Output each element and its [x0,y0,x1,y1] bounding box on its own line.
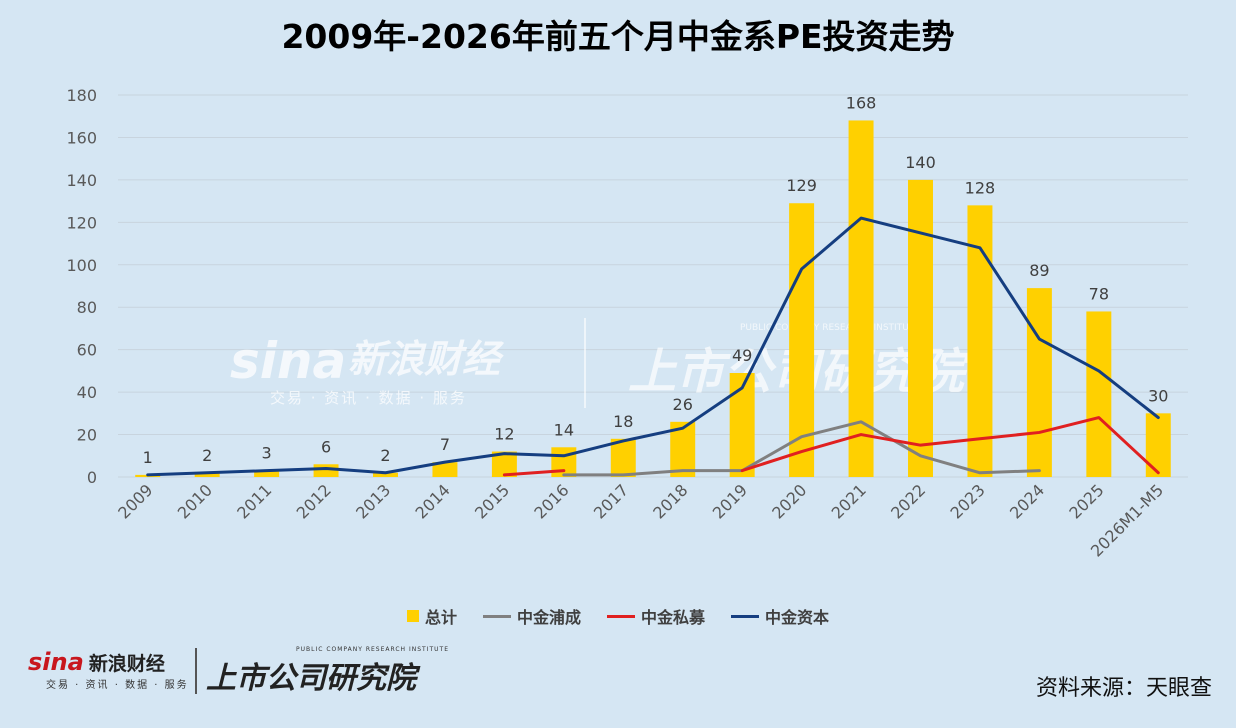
y-tick-label: 180 [66,86,97,105]
footer-sina-sub: 交易 · 资讯 · 数据 · 服务 [46,680,189,691]
legend-label-total: 总计 [424,608,457,627]
data-label-total: 128 [965,178,996,197]
x-tick-label: 2020 [768,480,810,522]
legend-swatch-total [406,610,419,622]
y-tick-label: 40 [77,383,97,402]
data-label-total: 78 [1089,284,1109,303]
x-tick-label: 2016 [530,480,572,522]
data-label-total: 6 [321,437,331,456]
x-tick-label: 2023 [947,480,989,522]
bar-total-2023 [967,205,993,477]
footer-research-en: PUBLIC COMPANY RESEARCH INSTITUTE [296,646,449,653]
bar-total-2022 [908,179,933,477]
x-tick-label: 2024 [1006,480,1048,522]
x-tick-label: 2014 [412,480,454,522]
y-tick-label: 140 [66,171,97,190]
bar-total-2019 [729,373,755,477]
data-label-total: 3 [262,444,272,463]
x-tick-label: 2022 [887,480,929,522]
x-tick-label: 2019 [709,480,751,522]
y-tick-label: 100 [66,256,97,275]
legend-swatch-ziben [731,614,760,618]
legend-swatch-simu [607,614,635,618]
x-tick-label: 2010 [174,480,216,522]
x-tick-label: 2025 [1065,480,1107,522]
x-tick-label: 2015 [471,480,513,522]
line-simu [502,469,566,477]
legend-item-ziben: 中金资本 [731,604,829,628]
legend-item-pucheng: 中金浦成 [482,604,581,628]
footer-sina-cn: 新浪财经 [88,653,165,675]
data-label-total: 89 [1029,261,1049,280]
line-pucheng [562,420,1041,477]
watermark-sina: sina [230,332,346,390]
x-tick-label: 2013 [352,480,394,522]
x-tick-label: 2011 [233,480,275,522]
data-label-total: 2 [202,446,212,465]
data-label-total: 26 [673,395,693,414]
data-label-total: 7 [440,435,450,454]
source-note: 资料来源：天眼查 [1035,676,1212,701]
watermark-research-en: PUBLIC COMPANY RESEARCH INSTITUTE [740,323,920,333]
legend-label-pucheng: 中金浦成 [516,608,581,627]
line-ziben [146,216,1160,477]
x-tick-label: 2018 [649,480,691,522]
footer-divider [195,648,197,694]
data-label-total: 49 [732,346,752,365]
footer-research-logo: PUBLIC COMPANY RESEARCH INSTITUTE 上市公司研究… [206,646,449,697]
data-label-total: 129 [786,176,817,195]
bar-total-2017 [610,438,636,477]
data-label-total: 12 [494,425,514,444]
x-tick-label: 2017 [590,480,632,522]
bars [135,120,1171,477]
bar-total-2026M1-M5 [1145,413,1171,477]
legend-label-ziben: 中金资本 [765,608,830,627]
bar-total-2020 [789,203,815,477]
x-tick-label: 2021 [828,480,870,522]
bar-total-2014 [432,462,458,477]
x-axis: 2009 2010 2011 2012 2013 2014 2015 2016 2017 2018… [114,480,1167,560]
bar-total-2025 [1086,311,1112,477]
y-tick-label: 120 [66,213,97,232]
y-tick-label: 0 [87,468,97,487]
bar-total-2024 [1026,288,1052,477]
data-label-total: 168 [846,93,877,112]
bar-total-2021 [848,120,874,477]
line-simu [740,416,1160,475]
data-label-total: 30 [1148,386,1168,405]
chart-title: 2009年-2026年前五个月中金系PE投资走势 [281,17,955,56]
data-label-total: 2 [380,446,390,465]
data-label-total: 140 [905,153,936,172]
y-tick-label: 60 [77,341,97,360]
series-lines [146,216,1160,477]
y-tick-label: 20 [77,426,97,445]
data-label-total: 18 [613,412,633,431]
y-tick-label: 80 [77,298,97,317]
footer-sina-mark: sina [28,648,84,676]
footer-research: 上市公司研究院 [206,661,416,696]
legend: 总计 中金浦成 中金私募 中金资本 [0,604,1236,628]
y-axis: 0 20 40 60 80 100 120 140 160 180 [66,86,97,487]
legend-item-simu: 中金私募 [607,604,705,628]
x-tick-label: 2009 [114,480,156,522]
legend-item-total: 总计 [406,604,457,628]
bar-total-2013 [373,472,398,477]
watermark-sina-cn: 新浪财经 [348,337,505,381]
footer-sina-logo: sina 新浪财经 交易 · 资讯 · 数据 · 服务 [28,648,189,691]
x-tick-label: 2012 [293,480,335,522]
y-tick-label: 160 [66,128,97,147]
legend-label-simu: 中金私募 [641,608,706,627]
legend-swatch-pucheng [482,614,511,618]
data-label-total: 14 [554,420,574,439]
watermark-sina-sub: 交易 · 资讯 · 数据 · 服务 [270,389,467,407]
bar-total-2010 [194,472,220,477]
bar-total-2011 [254,470,280,477]
chart-area: sina 新浪财经 交易 · 资讯 · 数据 · 服务 上市公司研究院 PUBL… [66,86,1188,561]
data-label-total: 1 [143,448,153,467]
